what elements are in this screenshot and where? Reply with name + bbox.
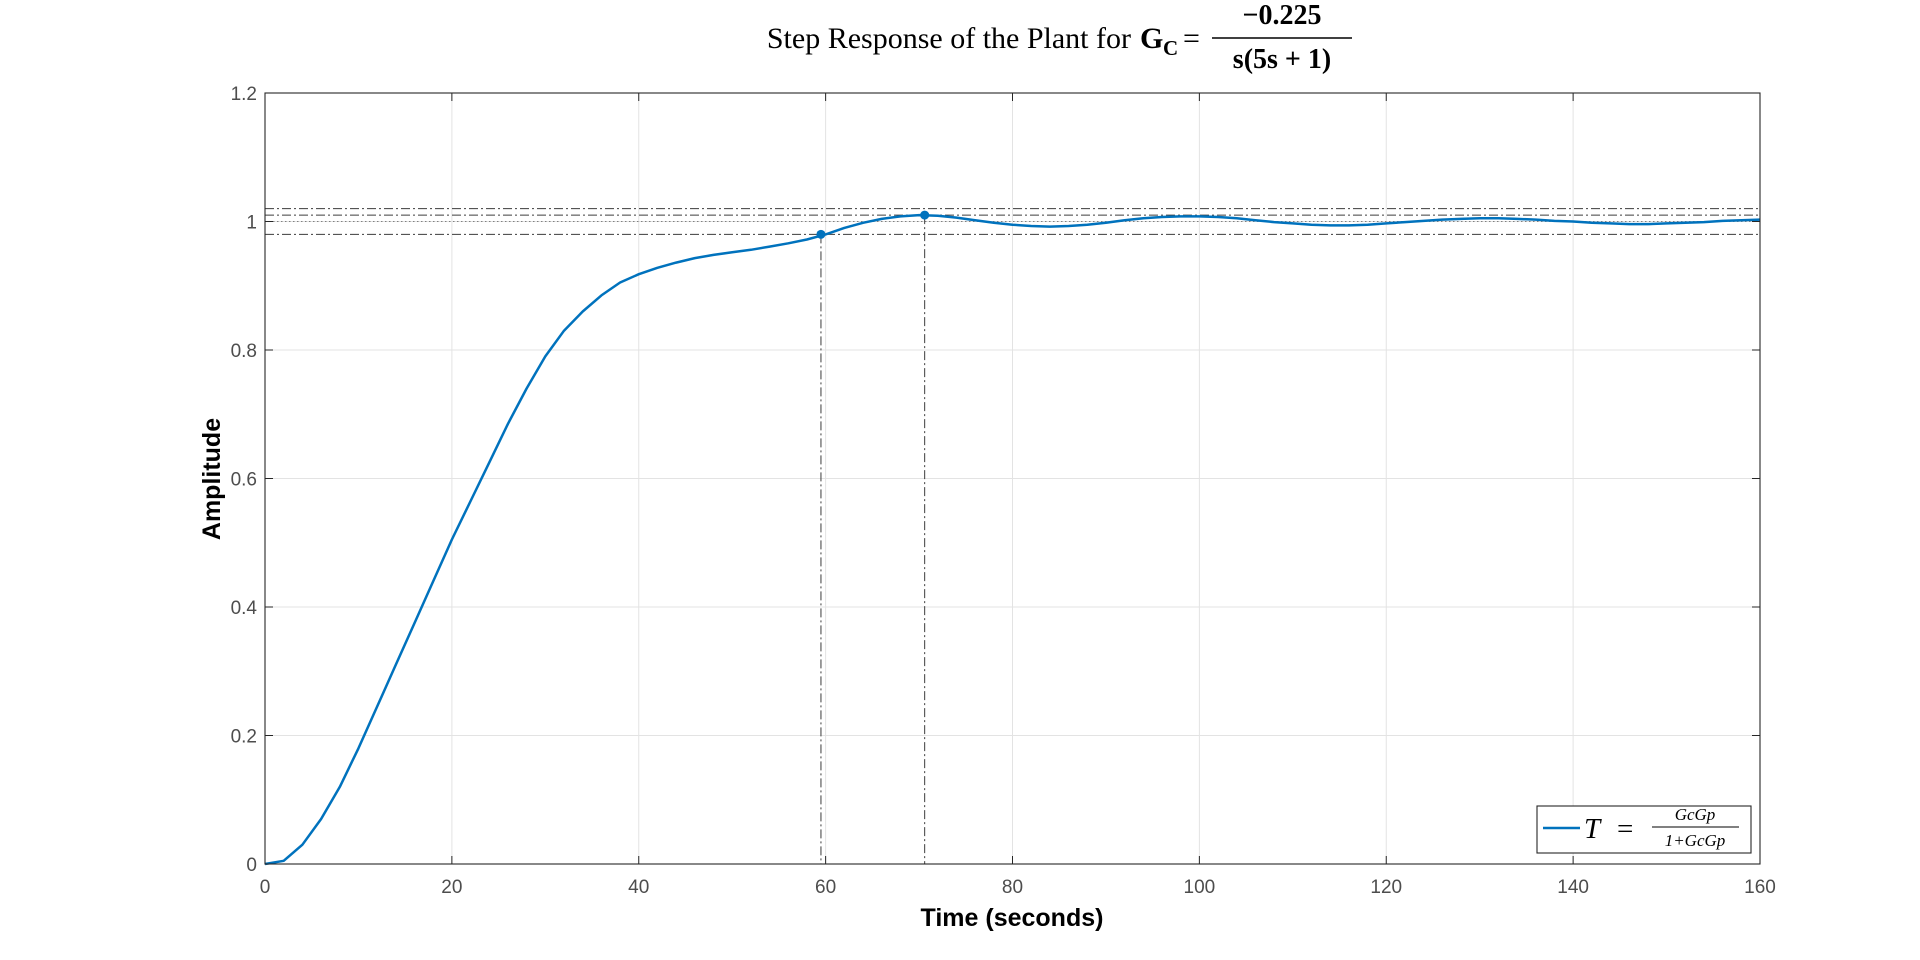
title-denominator: s(5s + 1) [1233,44,1331,75]
legend-lhs: T [1584,813,1602,845]
x-tick-label: 20 [441,877,462,898]
step-response-line [264,213,1761,866]
x-axis-label: Time (seconds) [921,904,1104,932]
reference-lines [265,208,1760,864]
characteristic-point-marker[interactable] [920,210,930,220]
x-axis-ticks: 0 20 40 60 80 100 120 140 160 [260,93,1776,898]
x-tick-label: 80 [1002,877,1023,898]
characteristic-point-marker[interactable] [816,229,826,239]
y-tick-label: 0 [246,855,257,876]
title-symbol: G [1140,22,1163,55]
title-numerator: −0.225 [1243,0,1322,31]
x-tick-label: 0 [260,877,271,898]
legend-denominator: 1+GcGp [1665,831,1726,850]
series [264,213,1761,866]
y-tick-label: 0.8 [231,341,257,362]
title-text: Step Response of the Plant for [767,22,1131,55]
markers [816,210,930,239]
y-tick-label: 1 [246,213,257,234]
legend-equals: = [1617,813,1633,845]
legend: T = GcGp 1+GcGp [1536,805,1752,854]
y-axis-label: Amplitude [198,418,226,540]
x-tick-label: 140 [1557,877,1589,898]
x-tick-label: 60 [815,877,836,898]
legend-numerator: GcGp [1675,805,1716,824]
x-tick-label: 160 [1744,877,1776,898]
x-tick-label: 100 [1184,877,1216,898]
y-tick-label: 0.4 [231,598,258,619]
y-tick-label: 0.2 [231,727,257,748]
title-equals: = [1183,22,1200,55]
x-tick-label: 40 [628,877,649,898]
title-subscript: C [1163,36,1178,60]
y-tick-label: 0.6 [231,470,257,491]
y-axis-ticks: 0 0.2 0.4 0.6 0.8 1 1.2 [231,84,1760,876]
y-tick-label: 1.2 [231,84,257,105]
x-tick-label: 120 [1370,877,1402,898]
legend-box [1536,805,1752,854]
chart-title: Step Response of the Plant for G C = −0.… [767,0,1352,75]
